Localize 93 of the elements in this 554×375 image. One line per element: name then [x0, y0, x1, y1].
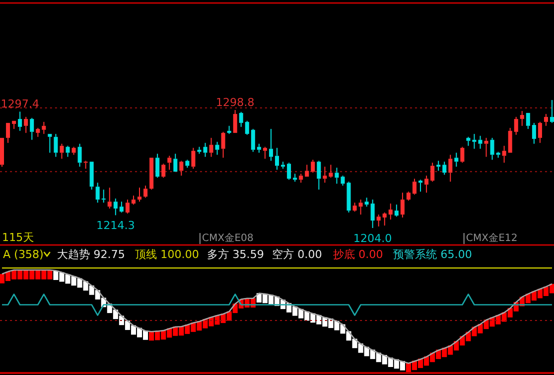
candlestick — [78, 143, 82, 168]
candlestick — [292, 173, 297, 182]
candlestick — [197, 146, 202, 154]
candlestick — [42, 121, 46, 134]
candlestick — [400, 192, 405, 218]
text: 大趋势 92.75 — [57, 248, 125, 261]
candlestick — [173, 153, 178, 172]
candlestick — [532, 122, 536, 144]
candlestick — [275, 147, 279, 170]
candlestick — [298, 173, 303, 184]
candlestick — [245, 120, 250, 136]
text: CMX金E08 — [202, 232, 254, 244]
candlestick — [161, 163, 166, 178]
candlestick — [48, 134, 52, 154]
text: 115天 — [2, 231, 34, 244]
candlestick — [233, 109, 238, 133]
candlestick — [36, 127, 40, 138]
candlestick — [490, 137, 494, 160]
candlestick — [466, 136, 470, 146]
candlestick — [286, 162, 291, 180]
candlestick — [424, 175, 428, 194]
candlestick — [544, 113, 548, 126]
candlestick — [454, 152, 458, 168]
candlestick — [550, 100, 554, 124]
candlestick — [382, 212, 387, 226]
candlestick — [328, 164, 333, 178]
text: 顶线 100.00 — [135, 248, 199, 261]
candlestick — [442, 161, 446, 176]
candlestick — [138, 187, 142, 202]
candlestick — [514, 116, 518, 136]
candlestick — [24, 116, 28, 134]
candlestick — [448, 154, 452, 182]
candlestick — [526, 112, 530, 130]
candlestick — [239, 111, 244, 128]
text: CMX金E12 — [466, 232, 518, 244]
candlestick — [191, 147, 196, 170]
candlestick — [364, 197, 369, 208]
candlestick — [304, 164, 309, 177]
candlestick — [120, 201, 124, 214]
candlestick — [538, 121, 542, 144]
text: 多方 35.59 — [207, 248, 264, 261]
candlestick — [263, 146, 268, 160]
candlestick — [66, 145, 70, 158]
candlestick — [394, 204, 399, 218]
candlestick — [96, 182, 100, 204]
candlestick — [90, 162, 94, 190]
candlestick — [54, 133, 58, 158]
candlestick — [460, 146, 464, 164]
candlestick — [72, 146, 76, 156]
candlestick — [102, 189, 106, 204]
candlestick — [251, 128, 256, 152]
candlestick — [472, 133, 476, 150]
candlestick — [126, 199, 130, 214]
candlestick — [143, 185, 148, 198]
candlestick — [502, 145, 506, 164]
candlestick — [484, 137, 488, 158]
candlestick — [269, 128, 274, 162]
candlestick — [478, 135, 482, 150]
candlestick — [114, 198, 118, 216]
candlestick — [6, 122, 10, 144]
candlestick — [406, 191, 411, 202]
candlestick — [203, 142, 208, 158]
candlestick — [520, 110, 524, 126]
candlestick — [376, 214, 381, 227]
candlestick — [227, 125, 232, 134]
annotation: 1214.3 — [96, 219, 135, 232]
text: A (358) — [3, 248, 44, 261]
candlestick — [370, 199, 375, 228]
annotation: 1297.4 — [0, 98, 40, 111]
candlestick — [334, 167, 339, 184]
annotation: 1298.8 — [216, 96, 254, 109]
text: 预警系统 65.00 — [393, 248, 472, 261]
candlestick — [352, 202, 357, 212]
candlestick — [108, 187, 112, 210]
annotation: 1204.0 — [353, 232, 392, 245]
candlestick — [508, 127, 512, 153]
candlestick — [215, 141, 220, 156]
candlestick — [418, 179, 422, 192]
text: 空方 0.00 — [272, 248, 322, 261]
candlestick — [132, 195, 136, 206]
candlestick — [60, 143, 64, 160]
candlestick — [221, 131, 226, 158]
candlestick — [12, 120, 16, 130]
candlestick — [430, 162, 434, 182]
text: 抄底 0.00 — [333, 248, 383, 261]
candlestick — [388, 203, 393, 220]
candlestick — [18, 111, 22, 132]
candlestick — [209, 137, 214, 158]
candlestick — [149, 158, 154, 190]
candlestick — [322, 166, 327, 184]
candlestick — [412, 178, 416, 196]
candlestick — [358, 199, 363, 216]
candlestick — [30, 117, 34, 140]
